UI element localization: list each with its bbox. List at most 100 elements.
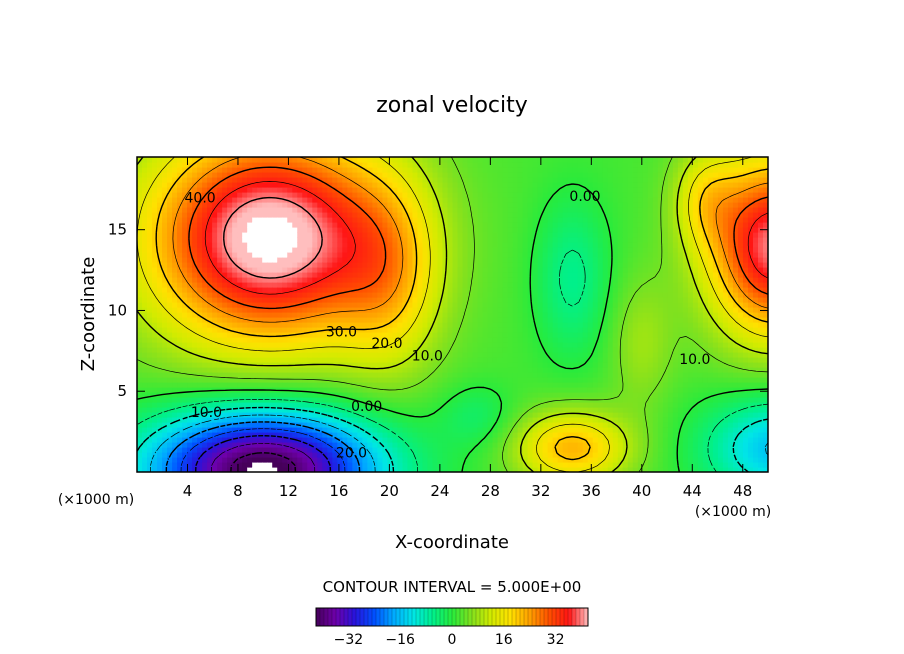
field-cell xyxy=(327,292,333,298)
field-cell xyxy=(502,417,509,423)
field-cell xyxy=(342,202,348,208)
field-cell xyxy=(292,232,298,238)
field-cell xyxy=(307,207,313,213)
field-cell xyxy=(522,202,529,208)
field-cell xyxy=(397,267,404,273)
field-cell xyxy=(512,337,519,343)
field-cell xyxy=(307,422,313,428)
field-cell xyxy=(172,277,178,283)
field-cell xyxy=(457,242,464,248)
field-cell xyxy=(512,407,519,413)
field-cell xyxy=(487,307,494,313)
field-cell xyxy=(202,282,208,288)
field-cell xyxy=(202,297,208,303)
field-cell xyxy=(482,242,489,248)
field-cell xyxy=(257,167,263,173)
field-cell xyxy=(347,167,353,173)
field-cell xyxy=(407,257,414,263)
field-cell xyxy=(462,277,469,283)
field-cell xyxy=(222,427,228,433)
field-cell xyxy=(522,222,529,228)
field-cell xyxy=(177,207,183,213)
field-cell xyxy=(397,372,404,378)
field-cell xyxy=(392,212,399,218)
field-cell xyxy=(192,397,198,403)
field-cell xyxy=(387,377,394,383)
field-cell xyxy=(392,267,399,273)
field-cell xyxy=(287,317,293,323)
field-cell xyxy=(277,447,283,453)
field-cell xyxy=(362,407,368,413)
field-cell xyxy=(237,222,243,228)
field-cell xyxy=(402,282,409,288)
field-cell xyxy=(202,437,208,443)
field-cell xyxy=(392,442,399,448)
field-cell xyxy=(177,462,183,468)
field-cell xyxy=(422,417,429,423)
field-cell xyxy=(222,277,228,283)
field-cell xyxy=(167,382,173,388)
field-cell xyxy=(522,277,529,283)
field-cell xyxy=(322,367,328,373)
field-cell xyxy=(227,432,233,438)
field-cell xyxy=(507,357,514,363)
field-cell xyxy=(217,307,223,313)
field-cell xyxy=(232,237,238,243)
field-cell xyxy=(372,392,378,398)
field-cell xyxy=(522,187,529,193)
field-cell xyxy=(412,207,419,213)
field-cell xyxy=(327,167,333,173)
field-cell xyxy=(357,307,363,313)
field-cell xyxy=(357,217,363,223)
field-cell xyxy=(147,317,153,323)
field-cell xyxy=(442,172,449,178)
field-cell xyxy=(137,457,143,463)
field-cell xyxy=(222,342,228,348)
field-cell xyxy=(177,317,183,323)
field-cell xyxy=(487,202,494,208)
field-cell xyxy=(492,427,499,433)
field-cell xyxy=(517,182,524,188)
field-cell xyxy=(207,172,213,178)
field-cell xyxy=(257,392,263,398)
field-cell xyxy=(362,202,368,208)
field-cell xyxy=(327,372,333,378)
field-cell xyxy=(407,182,414,188)
field-cell xyxy=(267,392,273,398)
field-cell xyxy=(517,207,524,213)
field-cell xyxy=(337,157,343,163)
field-cell xyxy=(382,327,388,333)
field-cell xyxy=(457,382,464,388)
field-cell xyxy=(502,162,509,168)
field-cell xyxy=(182,352,188,358)
field-cell xyxy=(217,347,223,353)
field-cell xyxy=(157,267,163,273)
field-cell xyxy=(377,157,383,163)
field-cell xyxy=(452,257,459,263)
field-cell xyxy=(322,437,328,443)
field-cell xyxy=(387,272,394,278)
field-cell xyxy=(157,382,163,388)
field-cell xyxy=(452,352,459,358)
field-cell xyxy=(452,172,459,178)
field-cell xyxy=(412,162,419,168)
field-cell xyxy=(462,247,469,253)
field-cell xyxy=(487,187,494,193)
field-cell xyxy=(172,382,178,388)
field-cell xyxy=(307,372,313,378)
field-cell xyxy=(397,382,404,388)
field-cell xyxy=(272,437,278,443)
field-cell xyxy=(357,357,363,363)
field-cell xyxy=(507,322,514,328)
field-cell xyxy=(232,307,238,313)
field-cell xyxy=(252,297,258,303)
field-cell xyxy=(487,287,494,293)
field-cell xyxy=(332,342,338,348)
field-cell xyxy=(462,227,469,233)
field-cell xyxy=(377,397,383,403)
field-cell xyxy=(167,162,173,168)
field-cell xyxy=(267,462,273,468)
field-cell xyxy=(512,402,519,408)
field-cell xyxy=(347,337,353,343)
field-cell xyxy=(517,412,524,418)
